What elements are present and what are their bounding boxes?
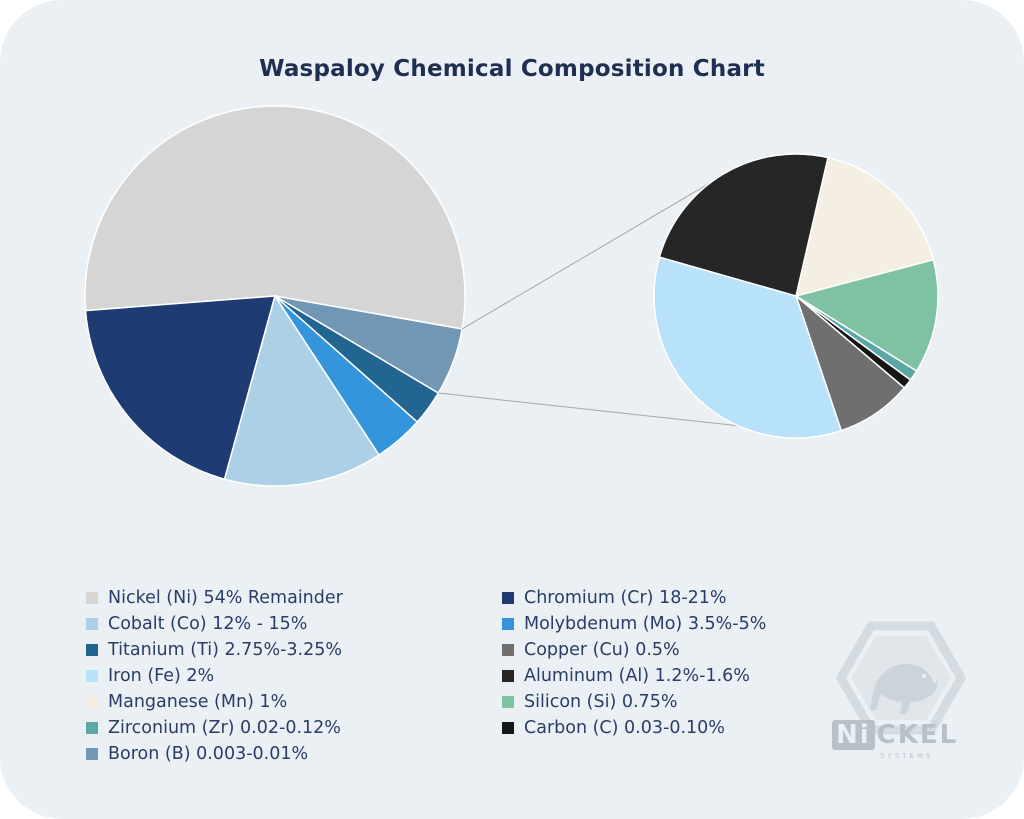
legend-swatch	[86, 592, 98, 604]
chart-title: Waspaloy Chemical Composition Chart	[259, 56, 765, 82]
legend-label: Carbon (C) 0.03-0.10%	[524, 718, 725, 738]
main-pie-slice-nickel-54-remainder	[84, 105, 466, 330]
logo-wordmark-rest: CKEL	[876, 720, 959, 750]
connector-line-bottom	[438, 392, 739, 427]
legend-label: Boron (B) 0.003-0.01%	[108, 744, 309, 764]
legend-item-molybdenum-3-5-5: Molybdenum (Mo) 3.5%-5%	[502, 612, 766, 636]
legend-item-manganese-1: Manganese (Mn) 1%	[86, 690, 287, 714]
legend-label: Zirconium (Zr) 0.02-0.12%	[108, 718, 341, 738]
legend-label: Molybdenum (Mo) 3.5%-5%	[524, 614, 767, 634]
legend-swatch	[502, 670, 514, 682]
legend-label: Silicon (Si) 0.75%	[524, 692, 678, 712]
logo-subtitle: SYSTEMS	[880, 752, 934, 760]
connector-line-top	[461, 165, 739, 330]
legend-swatch	[502, 644, 514, 656]
secondary-pie-slice-manganese-1	[794, 156, 935, 298]
main-pie-slice-chromium-18-21	[84, 295, 277, 481]
legend-swatch	[502, 696, 514, 708]
legend-label: Chromium (Cr) 18-21%	[524, 588, 727, 608]
nickel-systems-logo-icon	[835, 621, 967, 735]
legend-swatch	[86, 670, 98, 682]
legend-swatch	[502, 722, 514, 734]
legend-item-iron-2: Iron (Fe) 2%	[86, 664, 214, 688]
main-pie	[84, 105, 466, 487]
legend-swatch	[86, 748, 98, 760]
legend-swatch	[86, 722, 98, 734]
legend-item-titanium-2-75-3-25: Titanium (Ti) 2.75%-3.25%	[86, 638, 342, 662]
secondary-pie-slice-aluminum-1-2-1-6	[658, 153, 829, 297]
main-pie-slice-cobalt-12-15	[223, 294, 381, 487]
legend-item-aluminum-1-2-1-6: Aluminum (Al) 1.2%-1.6%	[502, 664, 750, 688]
legend-label: Copper (Cu) 0.5%	[524, 640, 680, 660]
legend-item-carbon-0-03-0-10: Carbon (C) 0.03-0.10%	[502, 716, 725, 740]
legend-label: Titanium (Ti) 2.75%-3.25%	[108, 640, 342, 660]
legend-label: Nickel (Ni) 54% Remainder	[108, 588, 343, 608]
legend-swatch	[502, 618, 514, 630]
connector-lines	[438, 165, 739, 427]
secondary-pie	[653, 153, 939, 439]
logo-wordmark: Ni CKEL	[832, 716, 972, 754]
legend-swatch	[502, 592, 514, 604]
legend-label: Manganese (Mn) 1%	[108, 692, 288, 712]
legend-swatch	[86, 644, 98, 656]
legend-item-chromium-18-21: Chromium (Cr) 18-21%	[502, 586, 727, 610]
legend-swatch	[86, 618, 98, 630]
legend-item-cobalt-12-15: Cobalt (Co) 12% - 15%	[86, 612, 307, 636]
legend-label: Cobalt (Co) 12% - 15%	[108, 614, 308, 634]
legend-label: Aluminum (Al) 1.2%-1.6%	[524, 666, 750, 686]
secondary-pie-slice-silicon-0-75	[794, 258, 939, 373]
legend-item-zirconium-0-02-0-12: Zirconium (Zr) 0.02-0.12%	[86, 716, 341, 740]
legend-label: Iron (Fe) 2%	[108, 666, 215, 686]
secondary-pie-slice-iron-2	[653, 256, 843, 439]
legend-item-boron-0-003-0-01: Boron (B) 0.003-0.01%	[86, 742, 308, 766]
legend-item-nickel-54-remainder: Nickel (Ni) 54% Remainder	[86, 586, 343, 610]
legend-item-copper-0-5: Copper (Cu) 0.5%	[502, 638, 680, 662]
legend-item-silicon-0-75: Silicon (Si) 0.75%	[502, 690, 677, 714]
legend-swatch	[86, 696, 98, 708]
logo-ni-box: Ni	[832, 720, 875, 750]
